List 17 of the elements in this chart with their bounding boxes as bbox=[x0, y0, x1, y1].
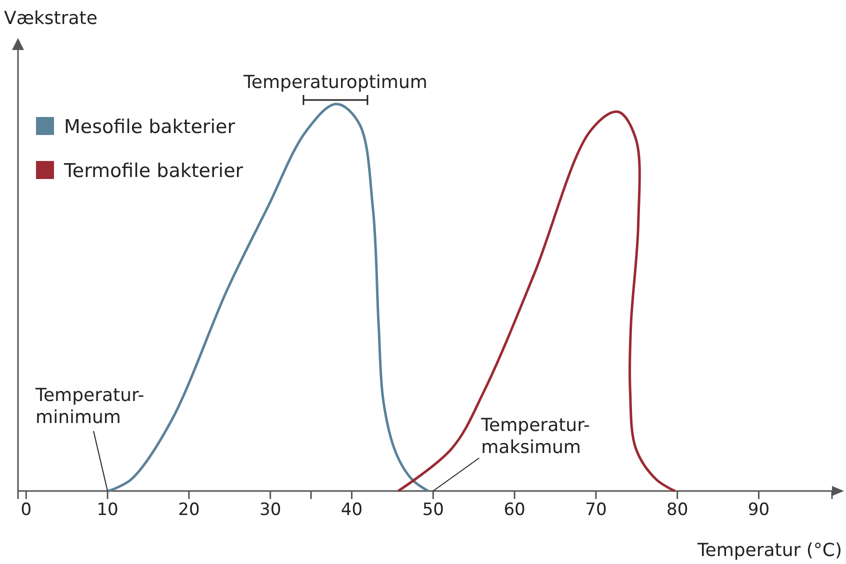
x-tick-label: 30 bbox=[260, 500, 282, 520]
x-tick-label: 60 bbox=[504, 500, 526, 520]
x-tick-label: 80 bbox=[666, 500, 688, 520]
x-tick-label: 40 bbox=[340, 500, 363, 520]
x-tick-label: 90 bbox=[748, 500, 770, 520]
x-tick-label: 70 bbox=[585, 500, 607, 520]
x-tick-label: 20 bbox=[178, 500, 200, 520]
legend-label: Mesofile bakterier bbox=[64, 116, 236, 138]
y-axis-title: Vækstrate bbox=[4, 8, 98, 29]
x-tick-label: 10 bbox=[96, 500, 118, 520]
x-tick-label: 0 bbox=[20, 500, 32, 520]
x-tick-label: 50 bbox=[422, 500, 444, 520]
annotation: Temperatur- maksimum bbox=[480, 415, 590, 458]
annotation: Temperatur- minimum bbox=[34, 385, 144, 428]
legend-label: Termofile bakterier bbox=[63, 160, 244, 182]
x-axis-title: Temperatur (°C) bbox=[696, 540, 842, 561]
annotation: Temperaturoptimum bbox=[242, 72, 428, 93]
